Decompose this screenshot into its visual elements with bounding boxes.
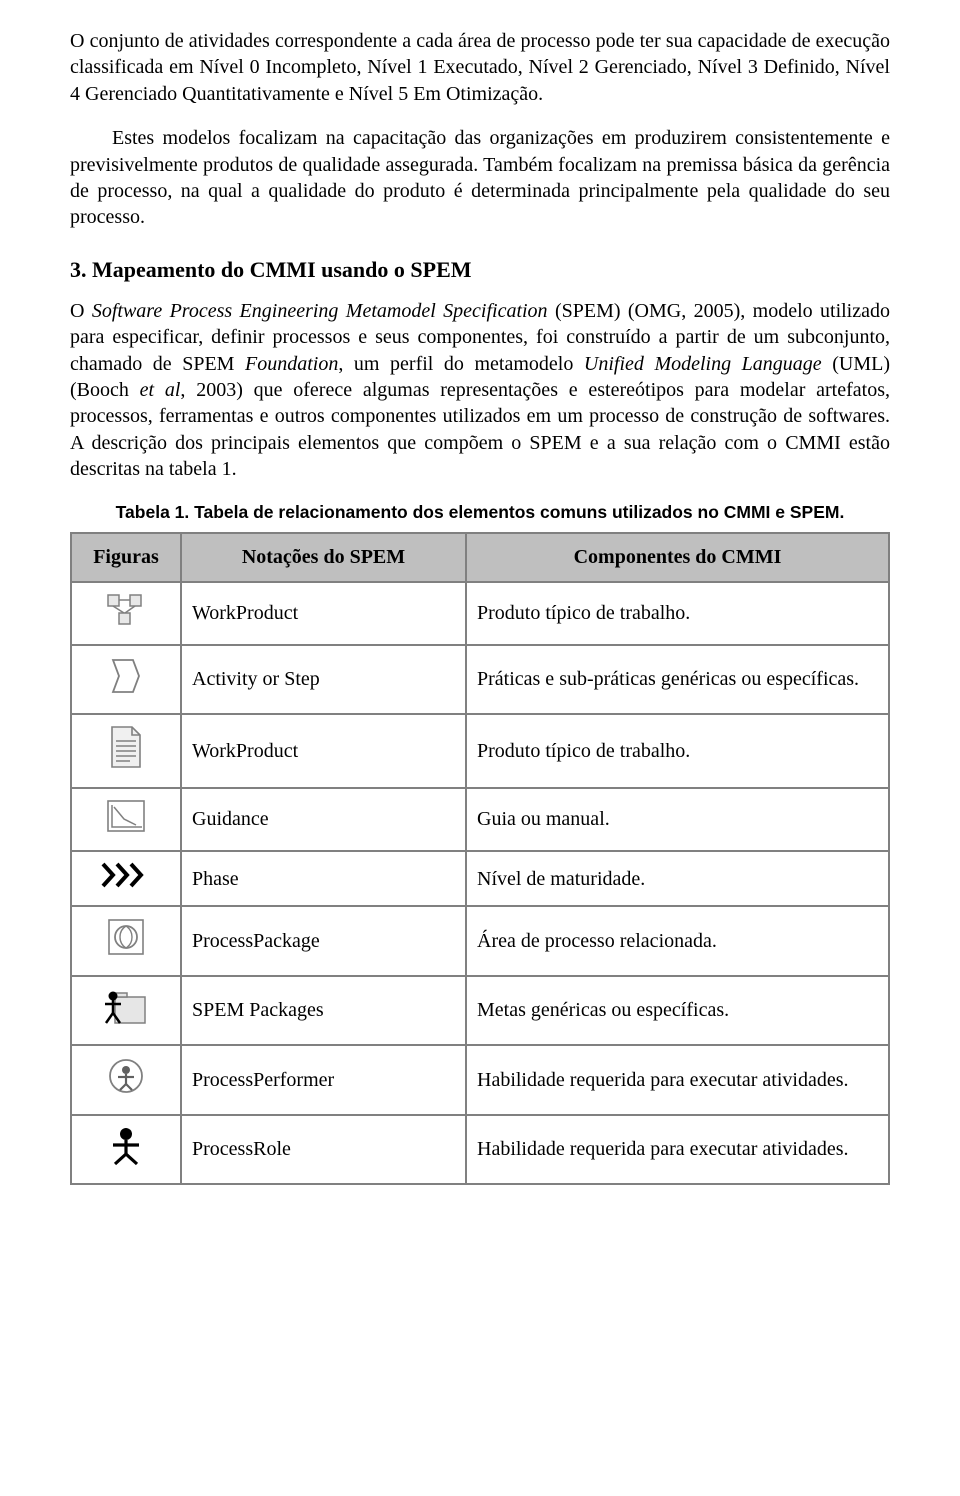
cell-spem: Phase [181,851,466,906]
cell-spem: WorkProduct [181,714,466,787]
p3-italic-spem: Software Process Engineering Metamodel S… [92,300,548,322]
cell-cmmi: Habilidade requerida para executar ativi… [466,1115,889,1184]
process-package-icon [106,917,146,964]
table-row: WorkProductProduto típico de trabalho. [71,714,889,787]
process-role-icon [109,1126,143,1173]
spem-packages-icon [103,987,149,1034]
cell-cmmi: Produto típico de trabalho. [466,582,889,645]
cell-figure [71,788,181,851]
cell-spem: ProcessRole [181,1115,466,1184]
cell-figure [71,1115,181,1184]
p3-text: , um perfil do metamodelo [338,353,584,375]
guidance-chart-icon [106,799,146,840]
table-row: SPEM PackagesMetas genéricas ou específi… [71,976,889,1045]
cell-figure [71,976,181,1045]
table-row: ProcessPackageÁrea de processo relaciona… [71,906,889,975]
cell-spem: WorkProduct [181,582,466,645]
page: O conjunto de atividades correspondente … [0,0,960,1496]
p3-text: , 2003) que oferece algumas representaçõ… [70,379,890,480]
cell-spem: ProcessPackage [181,906,466,975]
activity-arrow-icon [109,656,143,703]
paragraph-2: Estes modelos focalizam na capacitação d… [70,125,890,231]
table-row: PhaseNível de maturidade. [71,851,889,906]
col-header-spem: Notações do SPEM [181,533,466,581]
cell-spem: Activity or Step [181,645,466,714]
p3-italic-uml: Unified Modeling Language [584,353,822,375]
table-row: ProcessRoleHabilidade requerida para exe… [71,1115,889,1184]
table-row: ProcessPerformerHabilidade requerida par… [71,1045,889,1114]
col-header-cmmi: Componentes do CMMI [466,533,889,581]
cell-figure [71,645,181,714]
section-heading: 3. Mapeamento do CMMI usando o SPEM [70,255,890,284]
paragraph-1: O conjunto de atividades correspondente … [70,28,890,107]
cell-figure [71,582,181,645]
cell-figure [71,851,181,906]
cell-cmmi: Metas genéricas ou específicas. [466,976,889,1045]
cell-cmmi: Práticas e sub-práticas genéricas ou esp… [466,645,889,714]
relationship-table: Figuras Notações do SPEM Componentes do … [70,532,890,1185]
p3-italic-etal: et al [140,379,181,401]
document-icon [108,725,144,776]
cell-figure [71,714,181,787]
table-caption: Tabela 1. Tabela de relacionamento dos e… [110,501,850,525]
cell-cmmi: Produto típico de trabalho. [466,714,889,787]
table-row: Activity or StepPráticas e sub-práticas … [71,645,889,714]
cell-cmmi: Guia ou manual. [466,788,889,851]
cell-cmmi: Nível de maturidade. [466,851,889,906]
table-header-row: Figuras Notações do SPEM Componentes do … [71,533,889,581]
process-performer-icon [106,1056,146,1103]
col-header-figuras: Figuras [71,533,181,581]
cell-cmmi: Área de processo relacionada. [466,906,889,975]
cell-spem: Guidance [181,788,466,851]
p3-italic-foundation: Foundation [245,353,338,375]
p3-text: O [70,300,92,322]
paragraph-3: O Software Process Engineering Metamodel… [70,298,890,483]
cell-spem: SPEM Packages [181,976,466,1045]
workproduct-graph-icon [106,593,146,634]
cell-cmmi: Habilidade requerida para executar ativi… [466,1045,889,1114]
table-row: GuidanceGuia ou manual. [71,788,889,851]
phase-chevrons-icon [101,862,151,895]
cell-figure [71,906,181,975]
cell-figure [71,1045,181,1114]
table-row: WorkProductProduto típico de trabalho. [71,582,889,645]
cell-spem: ProcessPerformer [181,1045,466,1114]
